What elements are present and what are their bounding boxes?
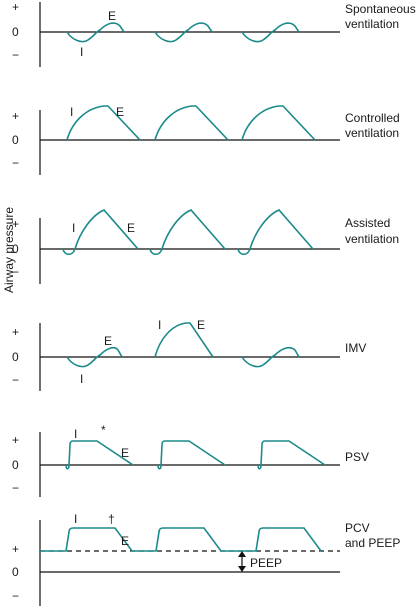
panel-4-marker-e: E — [104, 334, 112, 348]
panel-3-waveform — [63, 210, 313, 254]
panel-3-marker-i: I — [72, 221, 75, 235]
panel-5-marker-i: I — [74, 427, 77, 441]
panel-4-marker-i-2: I — [158, 318, 161, 332]
panel-5-title-line-1: PSV — [345, 450, 369, 464]
panel-6-marker-dagger: † — [108, 512, 115, 526]
panel-2-marker-e: E — [116, 105, 124, 119]
panel-2-minus: − — [12, 156, 19, 170]
panel-3-plus: + — [12, 217, 19, 231]
panel-6-zero: 0 — [12, 565, 19, 579]
panel-3-marker-e: E — [127, 221, 135, 235]
panel-2-title-line-2: ventilation — [345, 126, 399, 140]
panel-6-minus: − — [12, 589, 19, 603]
panel-1-zero: 0 — [12, 25, 19, 39]
panel-assisted: + 0 − I E Assisted ventilation — [12, 210, 399, 284]
panel-5-minus: − — [12, 481, 19, 495]
peep-arrow-up-head — [238, 551, 246, 557]
panel-5-marker-asterisk: * — [101, 423, 106, 437]
panel-1-marker-i: I — [80, 45, 83, 59]
panel-5-plus: + — [12, 433, 19, 447]
panel-6-title-line-1: PCV — [345, 521, 370, 535]
panel-4-marker-e-2: E — [197, 318, 205, 332]
panel-4-zero: 0 — [12, 350, 19, 364]
panel-2-marker-i: I — [70, 105, 73, 119]
panel-3-minus: − — [12, 265, 19, 279]
panel-1-plus: + — [12, 0, 19, 14]
peep-arrow-down-head — [238, 566, 246, 572]
panel-6-marker-i: I — [74, 512, 77, 526]
panel-4-plus: + — [12, 325, 19, 339]
panel-pcv-peep: + 0 − I † E PEEP PCV and PEEP — [12, 512, 400, 606]
panel-1-title-line-2: ventilation — [345, 17, 399, 31]
panel-3-title-line-1: Assisted — [345, 216, 390, 230]
panel-4-title-line-1: IMV — [345, 341, 366, 355]
peep-label: PEEP — [250, 556, 282, 570]
panel-3-zero: 0 — [12, 242, 19, 256]
panel-2-plus: + — [12, 109, 19, 123]
panel-4-marker-i: I — [80, 372, 83, 386]
panel-4-waveform — [67, 323, 299, 367]
panel-1-minus: − — [12, 48, 19, 62]
panel-6-marker-e: E — [121, 534, 129, 548]
panel-spontaneous: + 0 − E I Spontaneous ventilation — [12, 0, 416, 67]
panel-1-marker-e: E — [108, 9, 116, 23]
panel-6-plus: + — [12, 542, 19, 556]
panel-4-minus: − — [12, 373, 19, 387]
panel-psv: + 0 − I * E PSV — [12, 423, 369, 497]
panel-2-zero: 0 — [12, 133, 19, 147]
panel-1-title-line-1: Spontaneous — [345, 2, 416, 16]
panel-5-zero: 0 — [12, 458, 19, 472]
panel-6-waveform — [40, 528, 321, 551]
panel-imv: + 0 − E I I E IMV — [12, 318, 366, 391]
panel-controlled: + 0 − I E Controlled ventilation — [12, 105, 400, 175]
panel-5-marker-e: E — [121, 446, 129, 460]
panel-2-waveform — [67, 106, 315, 140]
panel-2-title-line-1: Controlled — [345, 111, 400, 125]
panel-3-title-line-2: ventilation — [345, 232, 399, 246]
panel-6-title-line-2: and PEEP — [345, 536, 400, 550]
